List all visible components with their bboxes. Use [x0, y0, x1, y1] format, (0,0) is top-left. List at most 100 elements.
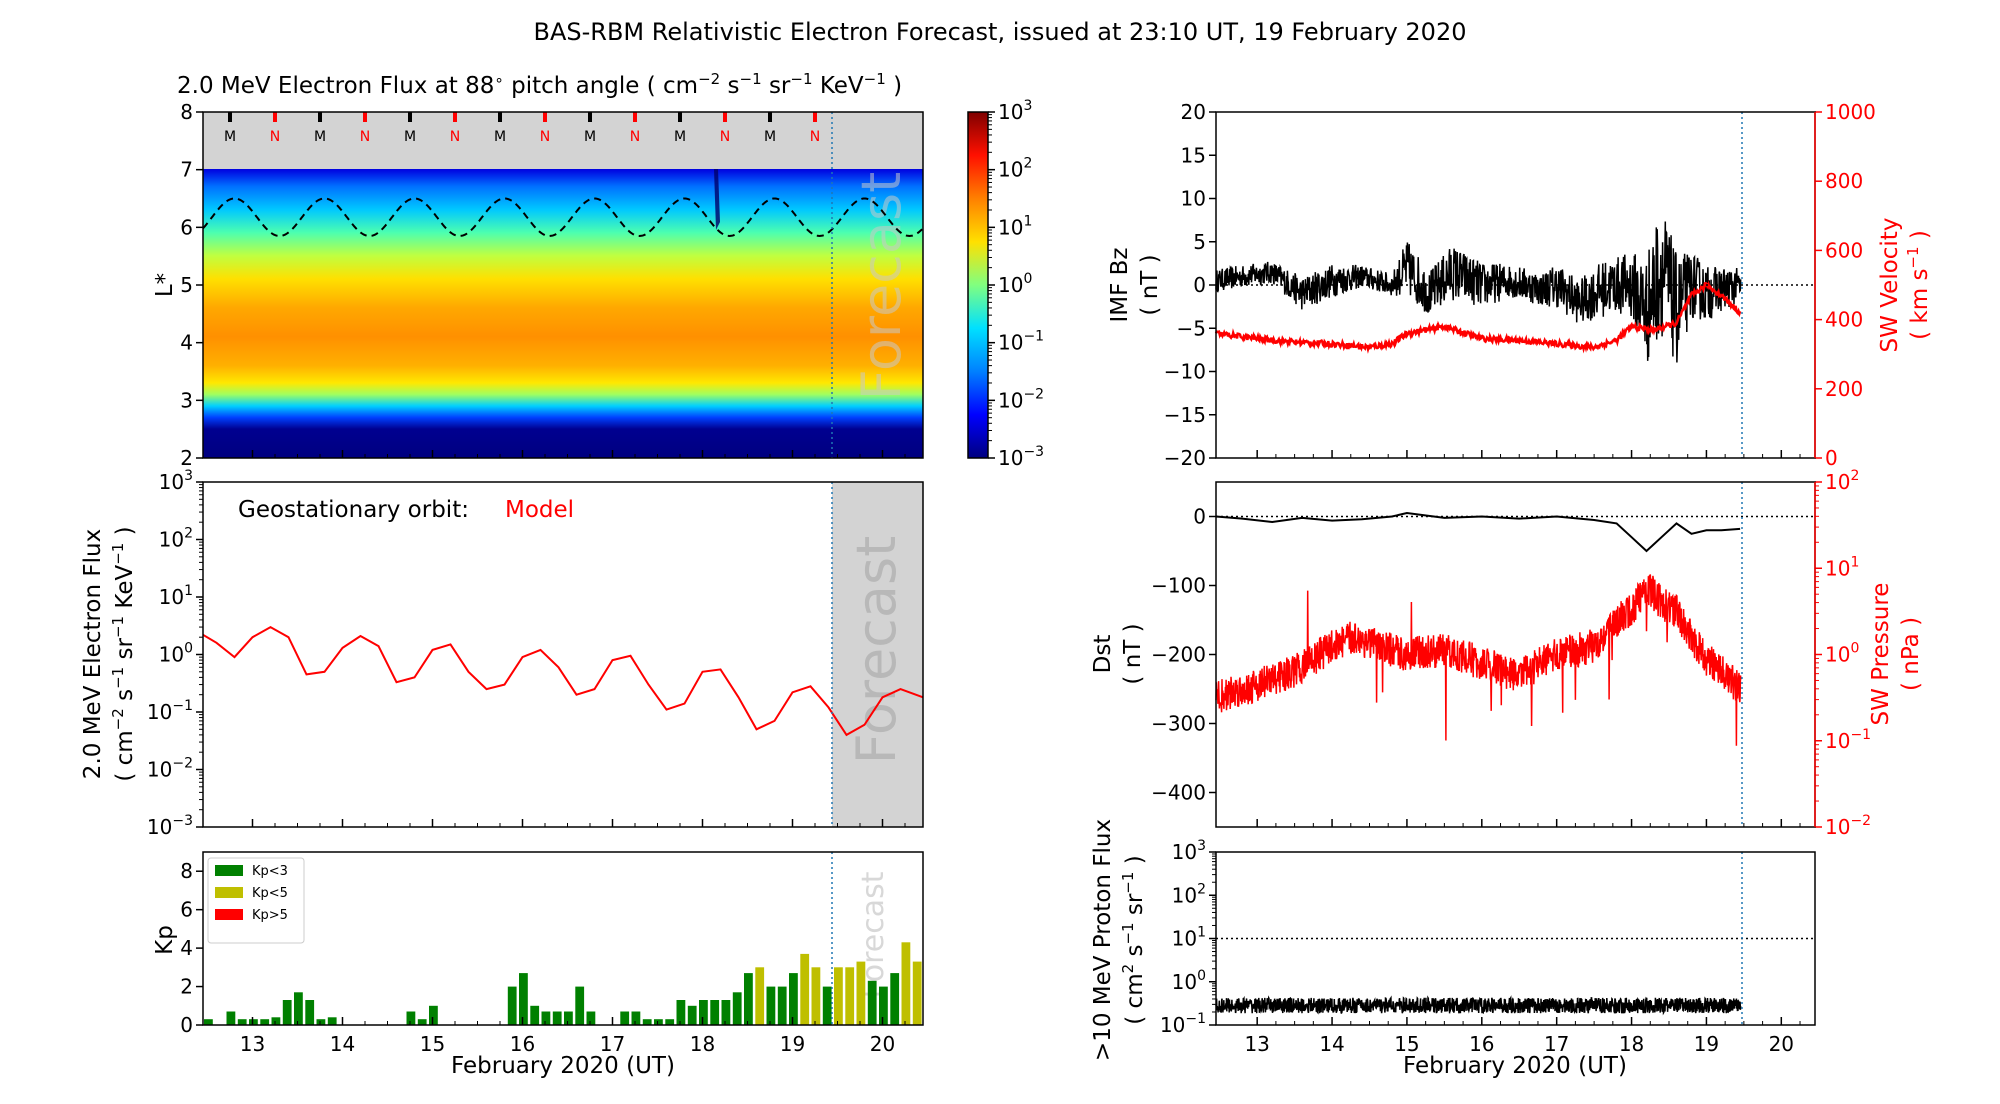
y-tick-label: −15	[1164, 403, 1206, 427]
y-tick-label: −10	[1164, 360, 1206, 384]
kp-bar	[789, 973, 798, 1025]
dst-x-ticks	[1256, 819, 1801, 827]
colorbar-tick-label: 10−3	[998, 444, 1044, 470]
y-tick-label: 10−2	[147, 756, 193, 782]
y-tick-label: 7	[180, 158, 193, 182]
mlt-marker-label: N	[450, 129, 460, 145]
kp-bar	[665, 1019, 675, 1025]
geo-x-ticks	[251, 819, 906, 827]
y-tick-label: 0	[1193, 505, 1206, 529]
y-tick-label: 0	[1825, 446, 1838, 470]
kp-bar	[249, 1019, 258, 1025]
kp-bar	[620, 1011, 630, 1025]
y-tick-label: 101	[1825, 554, 1859, 580]
x-tick-label: 20	[1769, 1032, 1794, 1056]
y-tick-label: 100	[159, 641, 193, 667]
forecast-shade-geo	[832, 482, 923, 827]
pressure-y-ticks: 102 101 100 10−1 10−2	[1815, 468, 1871, 839]
x-tick-label: 17	[1544, 1032, 1569, 1056]
imf-ylabel-line2: ( nT )	[1137, 254, 1163, 315]
imf-x-ticks	[1256, 450, 1801, 458]
velocity-ylabel-line2: ( km s−1 )	[1904, 230, 1933, 340]
kp-bar	[282, 1000, 292, 1025]
geo-panel: Forecast Geostationary orbit: Model 10−3…	[80, 468, 924, 839]
mlt-marker-label: N	[270, 129, 280, 145]
kp-bar	[327, 1017, 337, 1025]
kp-bar	[316, 1019, 326, 1025]
kp-bar	[541, 1011, 551, 1025]
colorbar-tick-label: 101	[998, 213, 1032, 239]
forecast-watermark-geo: Forecast	[845, 536, 908, 765]
kp-bar	[676, 1000, 686, 1025]
mlt-marker-label: M	[314, 129, 326, 145]
geo-annotation-label: Geostationary orbit:	[238, 497, 469, 523]
proton-panel: 103 102 101 100 10−1 13 14 15 16 17 18 19 20 >10 Me…	[1090, 819, 1816, 1079]
kp-bar	[856, 961, 866, 1025]
kp-bar	[530, 1005, 540, 1025]
mlt-marker-label: M	[224, 129, 236, 145]
proton-ylabel-line1: >10 MeV Proton Flux	[1090, 819, 1116, 1061]
dst-ylabel-line1: Dst	[1090, 635, 1116, 674]
forecast-watermark-lstar: Forecast	[850, 172, 913, 401]
dst-y-ticks: 0 −100 −200 −300 −400	[1151, 505, 1216, 805]
imf-panel: 20 15 10 5 0 −5 −10 −15 −20 1000 800 600 400 200 0 IM…	[1107, 100, 1933, 470]
kp-legend-label-red: Kp>5	[252, 908, 288, 923]
y-tick-label: 6	[180, 898, 193, 922]
x-tick-label: 14	[330, 1032, 355, 1056]
kp-bar	[912, 961, 922, 1025]
kp-bar	[744, 973, 753, 1025]
right-xlabel: February 2020 (UT)	[1403, 1053, 1627, 1079]
dst-ylabel-line2: ( nT )	[1120, 623, 1146, 684]
x-tick-label: 18	[1619, 1032, 1644, 1056]
y-tick-label: 5	[180, 273, 193, 297]
y-tick-label: 103	[159, 468, 193, 494]
y-tick-label: 0	[1193, 273, 1206, 297]
y-tick-label: 10−1	[1160, 1011, 1206, 1037]
mlt-marker-label: M	[674, 129, 686, 145]
y-tick-label: 100	[1825, 641, 1859, 667]
kp-bar	[834, 967, 843, 1025]
kp-bar	[586, 1011, 596, 1025]
mlt-marker-label: N	[360, 129, 370, 145]
kp-bar	[845, 967, 855, 1025]
sw-pressure-line	[1215, 574, 1742, 746]
kp-bar	[417, 1019, 427, 1025]
kp-bar	[766, 986, 776, 1025]
lstar-title: 2.0 MeV Electron Flux at 88∘ pitch angle…	[177, 70, 902, 99]
y-tick-label: 2	[180, 975, 193, 999]
mlt-marker-label: M	[404, 129, 416, 145]
kp-bar	[204, 1019, 213, 1025]
y-tick-label: 10	[1181, 187, 1206, 211]
imf-ylabel-line1: IMF Bz	[1107, 247, 1133, 322]
y-tick-label: 2	[180, 446, 193, 470]
kp-bar	[271, 1017, 281, 1025]
kp-bar	[901, 942, 911, 1025]
y-tick-label: 4	[180, 936, 193, 960]
flux-colorbar: 103 102 101 100 10−1 10−2 10−3	[967, 98, 1044, 470]
y-tick-label: 102	[159, 526, 193, 552]
kp-bar	[226, 1011, 236, 1025]
x-tick-label: 16	[1469, 1032, 1494, 1056]
y-tick-label: 8	[180, 859, 193, 883]
y-tick-label: 800	[1825, 169, 1863, 193]
lstar-flux-band	[203, 169, 923, 458]
x-tick-label: 15	[420, 1032, 445, 1056]
pressure-ylabel-line2: ( nPa )	[1898, 617, 1924, 691]
mlt-marker-label: N	[810, 129, 820, 145]
imf-y-ticks: 20 15 10 5 0 −5 −10 −15 −20	[1164, 100, 1216, 470]
y-tick-label: 1000	[1825, 100, 1876, 124]
y-tick-label: 100	[1172, 968, 1206, 994]
lstar-y-ticks: 2 3 4 5 6 7 8	[180, 100, 203, 470]
x-tick-label: 17	[600, 1032, 625, 1056]
x-tick-label: 16	[510, 1032, 535, 1056]
y-tick-label: 101	[159, 583, 193, 609]
lstar-ylabel: L*	[152, 273, 178, 297]
colorbar-tick-label: 10−2	[998, 386, 1044, 412]
y-tick-label: 102	[1825, 468, 1859, 494]
y-tick-label: 101	[1172, 925, 1206, 951]
x-tick-label: 19	[1694, 1032, 1719, 1056]
y-tick-label: 103	[1172, 838, 1206, 864]
